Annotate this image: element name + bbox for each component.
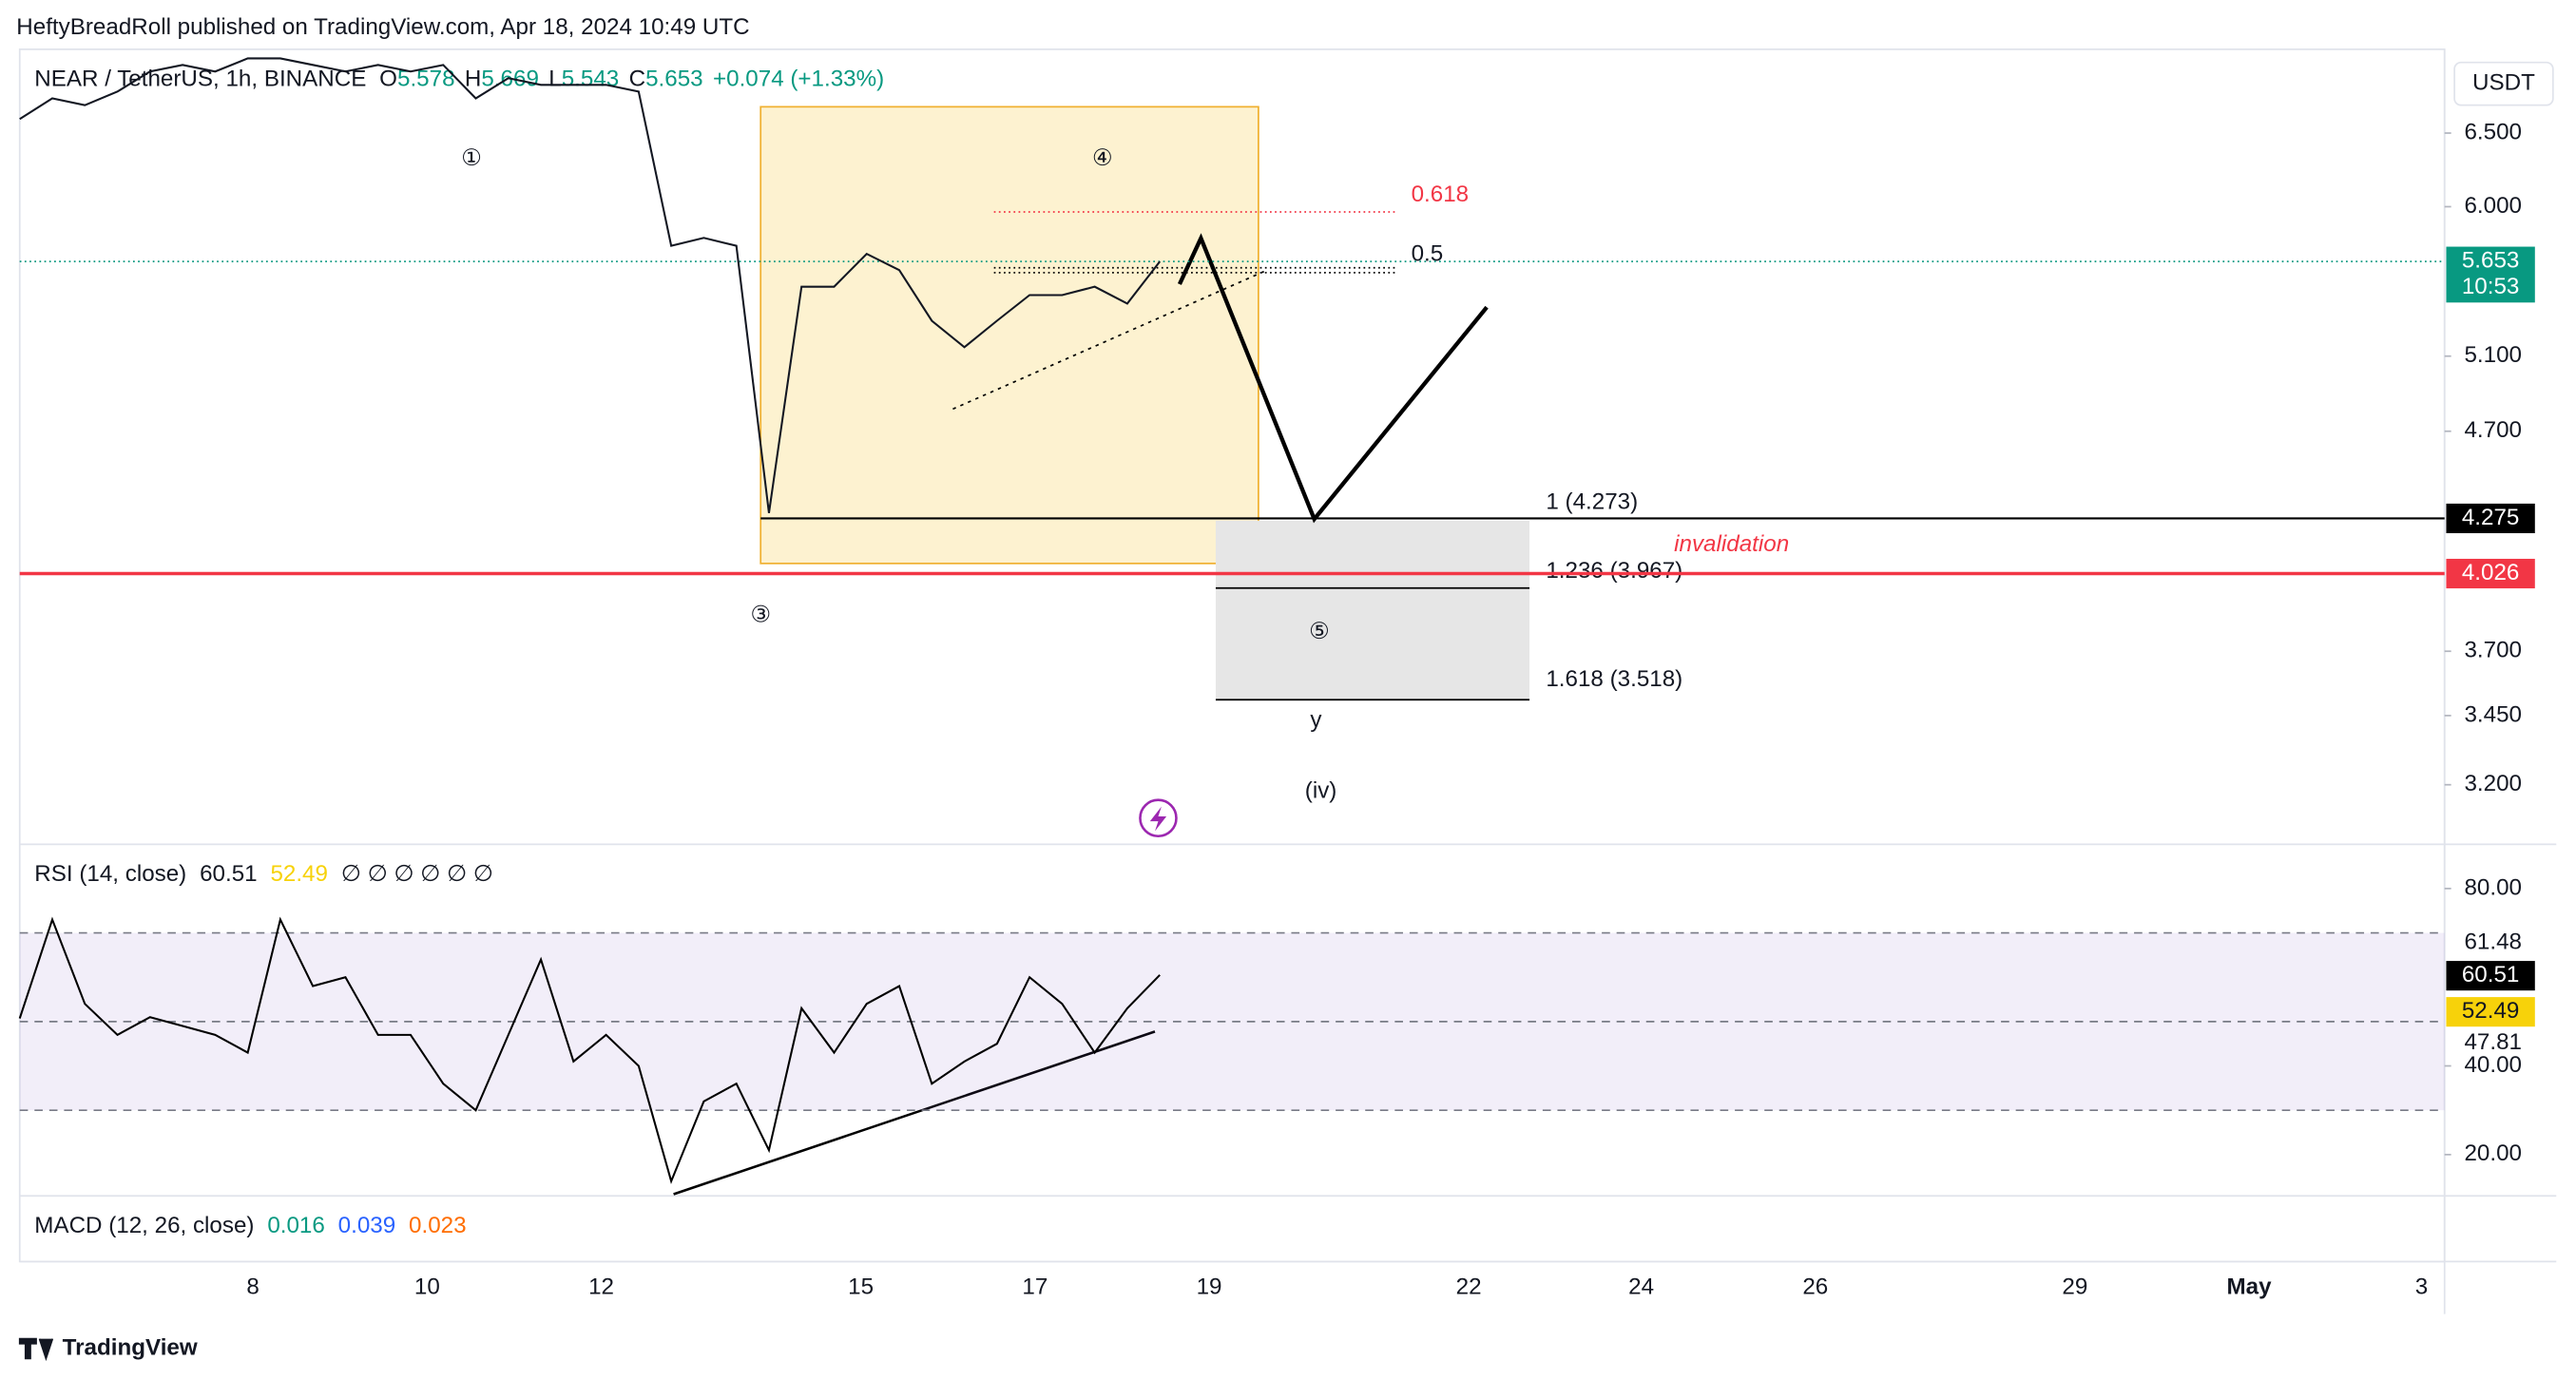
x-tick-label: 3 xyxy=(2415,1274,2428,1299)
publisher: HeftyBreadRoll published on TradingView.… xyxy=(16,14,749,40)
rsi-tick-label: 80.00 xyxy=(2464,874,2522,900)
rsi-ma: 52.49 xyxy=(270,862,328,888)
wave-label: ⑤ xyxy=(1309,619,1330,644)
fib-label: 1 (4.273) xyxy=(1546,489,1638,514)
wave-label: ③ xyxy=(750,603,771,628)
rsi-extra-label: 61.48 xyxy=(2464,929,2522,954)
invalidation-label: invalidation xyxy=(1674,531,1789,557)
rsi-title: RSI (14, close) xyxy=(34,862,186,888)
y-tick-label: 6.500 xyxy=(2464,119,2522,144)
fib-label: 0.618 xyxy=(1412,182,1470,207)
o-label: O xyxy=(379,67,397,92)
wave4-box xyxy=(759,105,1259,565)
level-badge xyxy=(2446,503,2535,534)
tv-logo xyxy=(18,1337,54,1362)
footer-brand: TradingView xyxy=(63,1334,198,1360)
y-tick-label: 5.100 xyxy=(2464,342,2522,368)
countdown-label: 10:53 xyxy=(2462,274,2520,299)
h-label: H xyxy=(465,67,481,92)
change: +0.074 (+1.33%) xyxy=(713,67,884,92)
wave-label: (iv) xyxy=(1305,777,1337,803)
x-tick-label: 29 xyxy=(2062,1274,2087,1299)
macd-hist: 0.023 xyxy=(409,1213,467,1238)
x-tick-label: 8 xyxy=(246,1274,259,1299)
rsi-legend: RSI (14, close) 60.51 52.49 ∅ ∅ ∅ ∅ ∅ ∅ xyxy=(34,862,493,888)
x-tick-label: 24 xyxy=(1628,1274,1654,1299)
rsi-tick-label: 40.00 xyxy=(2464,1052,2522,1078)
rsi-tick-label: 20.00 xyxy=(2464,1140,2522,1166)
projection-path xyxy=(1177,233,1489,524)
rsi-badge-label: 60.51 xyxy=(2462,962,2520,987)
alert-bolt xyxy=(1149,806,1167,832)
last-price-label: 5.653 xyxy=(2462,248,2520,274)
rsi-extra-label: 47.81 xyxy=(2464,1029,2522,1055)
c: 5.653 xyxy=(645,67,703,92)
rsi-line xyxy=(18,916,1161,1185)
currency-button[interactable] xyxy=(2453,61,2554,106)
rsi-nulls: ∅ ∅ ∅ ∅ ∅ ∅ xyxy=(341,862,493,888)
wave-label: ① xyxy=(461,145,482,171)
x-tick-label: 10 xyxy=(414,1274,440,1299)
y-tick-label: 6.000 xyxy=(2464,193,2522,219)
level-label: 4.026 xyxy=(2462,560,2520,585)
rsi-ma-badge xyxy=(2446,997,2535,1027)
wave-label: ④ xyxy=(1092,145,1113,171)
wave-label: y xyxy=(1310,707,1322,733)
macd-signal: 0.039 xyxy=(338,1213,396,1238)
legend: NEAR / TetherUS, 1h, BINANCE O5.578 H5.669… xyxy=(34,67,884,92)
symbol: NEAR / TetherUS, 1h, BINANCE xyxy=(34,67,366,92)
level-badge xyxy=(2446,558,2535,589)
x-tick-label: 15 xyxy=(848,1274,874,1299)
c-label: C xyxy=(629,67,645,92)
y-tick-label: 3.200 xyxy=(2464,771,2522,796)
rsi-value: 60.51 xyxy=(200,862,258,888)
macd-title: MACD (12, 26, close) xyxy=(34,1213,254,1238)
macd-legend: MACD (12, 26, close) 0.016 0.039 0.023 xyxy=(34,1213,466,1238)
l-label: L xyxy=(548,67,561,92)
x-tick-label: 26 xyxy=(1802,1274,1828,1299)
x-tick-label: 12 xyxy=(588,1274,614,1299)
x-tick-label: 17 xyxy=(1022,1274,1048,1299)
currency: USDT xyxy=(2472,70,2535,96)
x-tick-label: 19 xyxy=(1197,1274,1222,1299)
last-price-badge xyxy=(2446,246,2535,303)
rsi-badge xyxy=(2446,961,2535,991)
y-tick-label: 4.700 xyxy=(2464,417,2522,443)
fib-label: 1.618 (3.518) xyxy=(1546,666,1682,692)
fib-label: 0.5 xyxy=(1412,240,1444,266)
layout xyxy=(18,48,2557,1362)
x-tick-label: May xyxy=(2227,1274,2273,1299)
price-line xyxy=(19,57,1162,513)
y-tick-label: 3.700 xyxy=(2464,638,2522,663)
rsi-trendline xyxy=(673,1030,1156,1196)
rsi-ma-badge-label: 52.49 xyxy=(2462,998,2520,1024)
level-label: 4.275 xyxy=(2462,505,2520,530)
macd-value: 0.016 xyxy=(267,1213,325,1238)
fib-label: 1.236 (3.967) xyxy=(1546,558,1682,584)
l: 5.543 xyxy=(562,67,620,92)
y-tick-label: 3.450 xyxy=(2464,701,2522,727)
x-tick-label: 22 xyxy=(1456,1274,1482,1299)
target-zone xyxy=(1215,520,1530,700)
